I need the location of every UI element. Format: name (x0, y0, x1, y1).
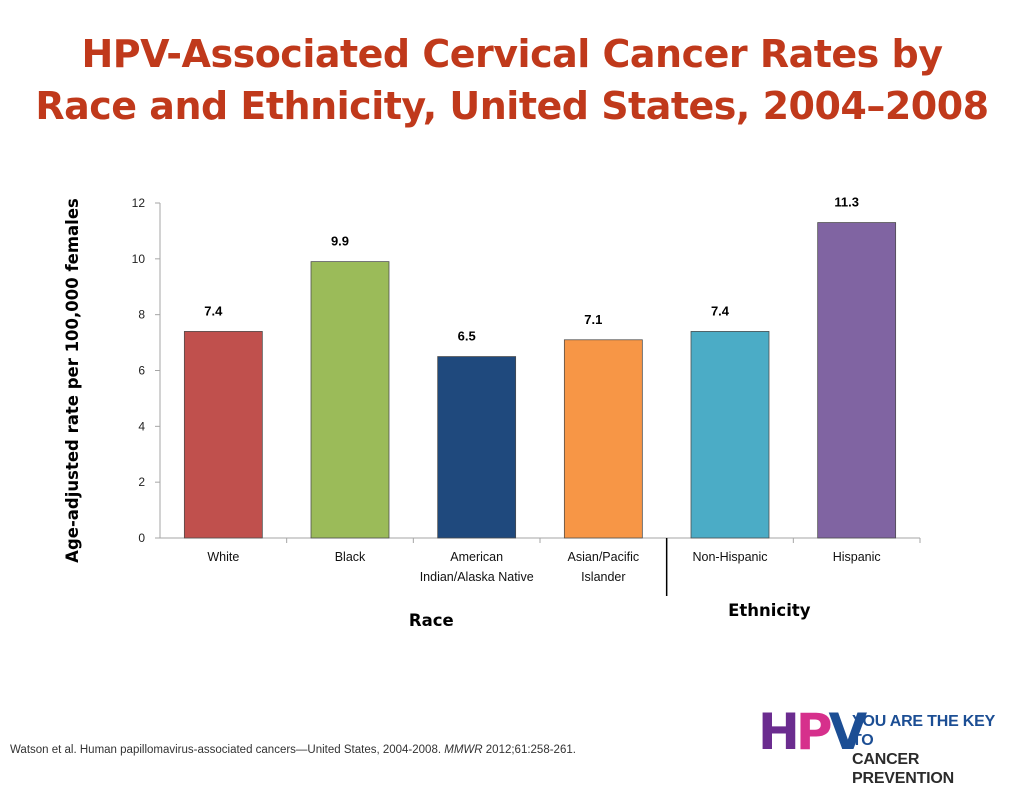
bar-value-label: 7.4 (204, 303, 223, 318)
y-tick-label: 6 (138, 364, 145, 378)
hpv-logo-letter-h: H (758, 703, 800, 761)
bar (690, 331, 770, 539)
x-tick-label: Black (335, 550, 366, 564)
bar-value-label: 11.3 (834, 195, 859, 210)
bar-value-label: 9.9 (331, 234, 349, 249)
y-tick-label: 12 (132, 196, 146, 210)
x-tick-label: Non-Hispanic (692, 550, 767, 564)
bar (563, 339, 643, 539)
x-tick-label: American (450, 550, 503, 564)
x-tick-label: Asian/Pacific (568, 550, 640, 564)
y-tick-label: 8 (138, 308, 145, 322)
hpv-logo-mark: HPV (758, 703, 867, 761)
hpv-logo: HPV YOU ARE THE KEY TO CANCER PREVENTION (758, 703, 1014, 787)
y-tick-label: 0 (138, 531, 145, 545)
citation-pages: 2012;61:258-261. (482, 744, 576, 756)
y-tick-label: 2 (138, 475, 145, 489)
hpv-logo-tagline-line-1: YOU ARE THE KEY TO (852, 713, 995, 749)
y-axis-title: Age-adjusted rate per 100,000 females (63, 198, 82, 563)
bar (437, 356, 517, 539)
bar-value-label: 6.5 (458, 329, 476, 344)
x-tick-label: Indian/Alaska Native (420, 570, 534, 584)
x-tick-label: Islander (581, 570, 625, 584)
bar-chart: 0 2 4 6 8 10 12 Age-adjusted rate per 100,000 f… (63, 195, 921, 630)
bar (183, 331, 263, 539)
bar-value-label: 7.1 (584, 312, 602, 327)
citation-text: Watson et al. Human papillomavirus-assoc… (10, 744, 445, 756)
group-label-ethnicity: Ethnicity (728, 601, 811, 620)
citation-journal: MMWR (444, 744, 483, 756)
x-tick-label: Hispanic (833, 550, 881, 564)
y-tick-label: 10 (132, 252, 146, 266)
hpv-logo-letter-p: P (795, 703, 833, 761)
hpv-logo-tagline-line-2: CANCER PREVENTION (852, 751, 955, 787)
bar (310, 261, 390, 539)
bar (817, 222, 897, 539)
slide-title-line-1: HPV-Associated Cervical Cancer Rates by (81, 32, 943, 76)
y-tick-label: 4 (138, 419, 145, 433)
citation: Watson et al. Human papillomavirus-assoc… (10, 744, 576, 756)
bar-value-label: 7.4 (711, 303, 730, 318)
x-tick-label: White (207, 550, 239, 564)
slide-title-line-2: Race and Ethnicity, United States, 2004–… (35, 84, 989, 128)
hpv-logo-tagline: YOU ARE THE KEY TO CANCER PREVENTION (852, 712, 1014, 788)
hpv-logo-letter-v: V (828, 703, 868, 761)
slide-title: HPV-Associated Cervical Cancer Rates by … (0, 28, 1024, 132)
group-label-race: Race (409, 611, 454, 630)
